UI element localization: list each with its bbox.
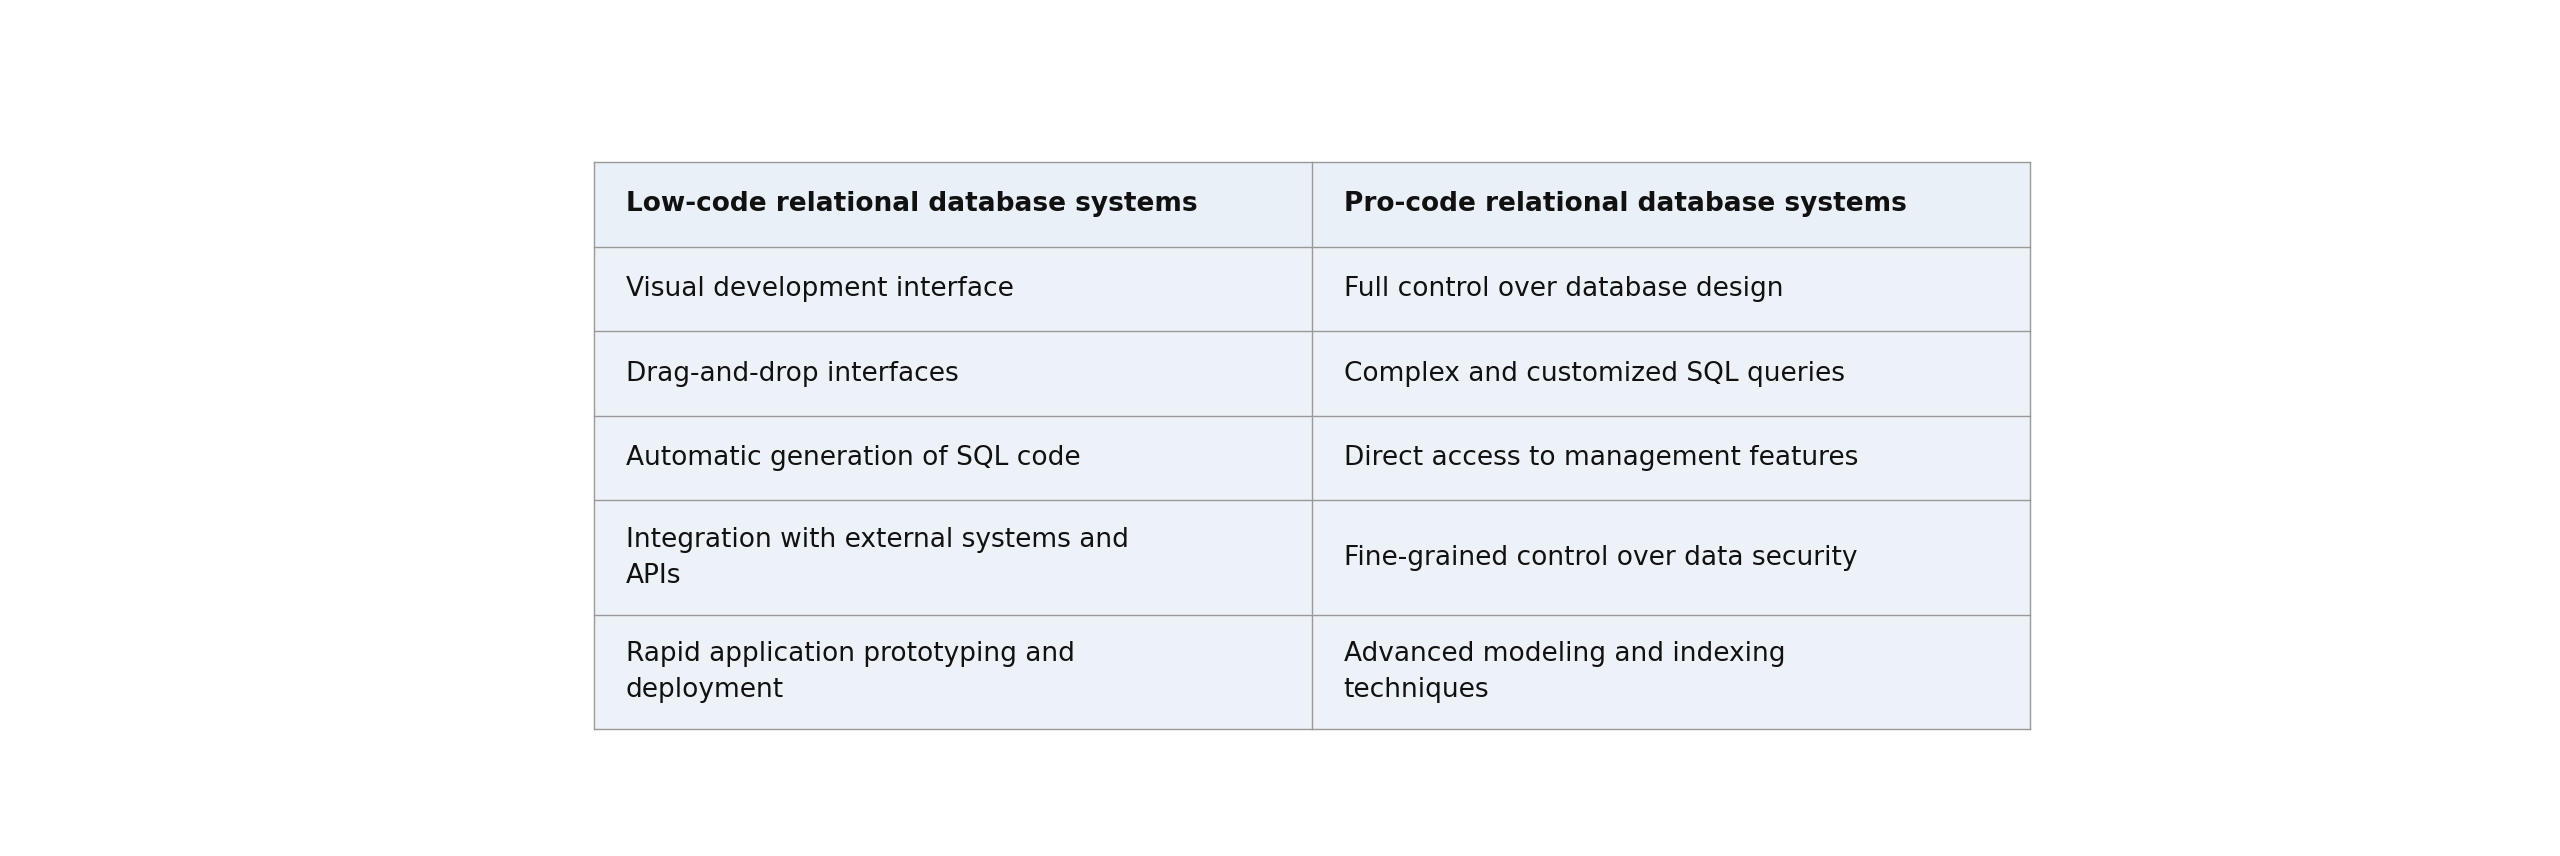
Text: Low-code relational database systems: Low-code relational database systems xyxy=(625,192,1198,217)
Text: Automatic generation of SQL code: Automatic generation of SQL code xyxy=(625,445,1080,471)
Text: Integration with external systems and
APIs: Integration with external systems and AP… xyxy=(625,526,1129,589)
Bar xyxy=(594,247,2030,331)
Text: Direct access to management features: Direct access to management features xyxy=(1344,445,1859,471)
Text: Full control over database design: Full control over database design xyxy=(1344,276,1784,302)
Bar xyxy=(594,331,2030,416)
Text: Drag-and-drop interfaces: Drag-and-drop interfaces xyxy=(625,360,957,387)
Text: Visual development interface: Visual development interface xyxy=(625,276,1014,302)
Bar xyxy=(594,162,2030,247)
Text: Complex and customized SQL queries: Complex and customized SQL queries xyxy=(1344,360,1846,387)
Bar xyxy=(594,416,2030,501)
Text: Rapid application prototyping and
deployment: Rapid application prototyping and deploy… xyxy=(625,641,1075,703)
Bar xyxy=(594,615,2030,729)
Bar xyxy=(594,501,2030,615)
Text: Fine-grained control over data security: Fine-grained control over data security xyxy=(1344,544,1856,571)
Text: Advanced modeling and indexing
techniques: Advanced modeling and indexing technique… xyxy=(1344,641,1784,703)
Text: Pro-code relational database systems: Pro-code relational database systems xyxy=(1344,192,1907,217)
